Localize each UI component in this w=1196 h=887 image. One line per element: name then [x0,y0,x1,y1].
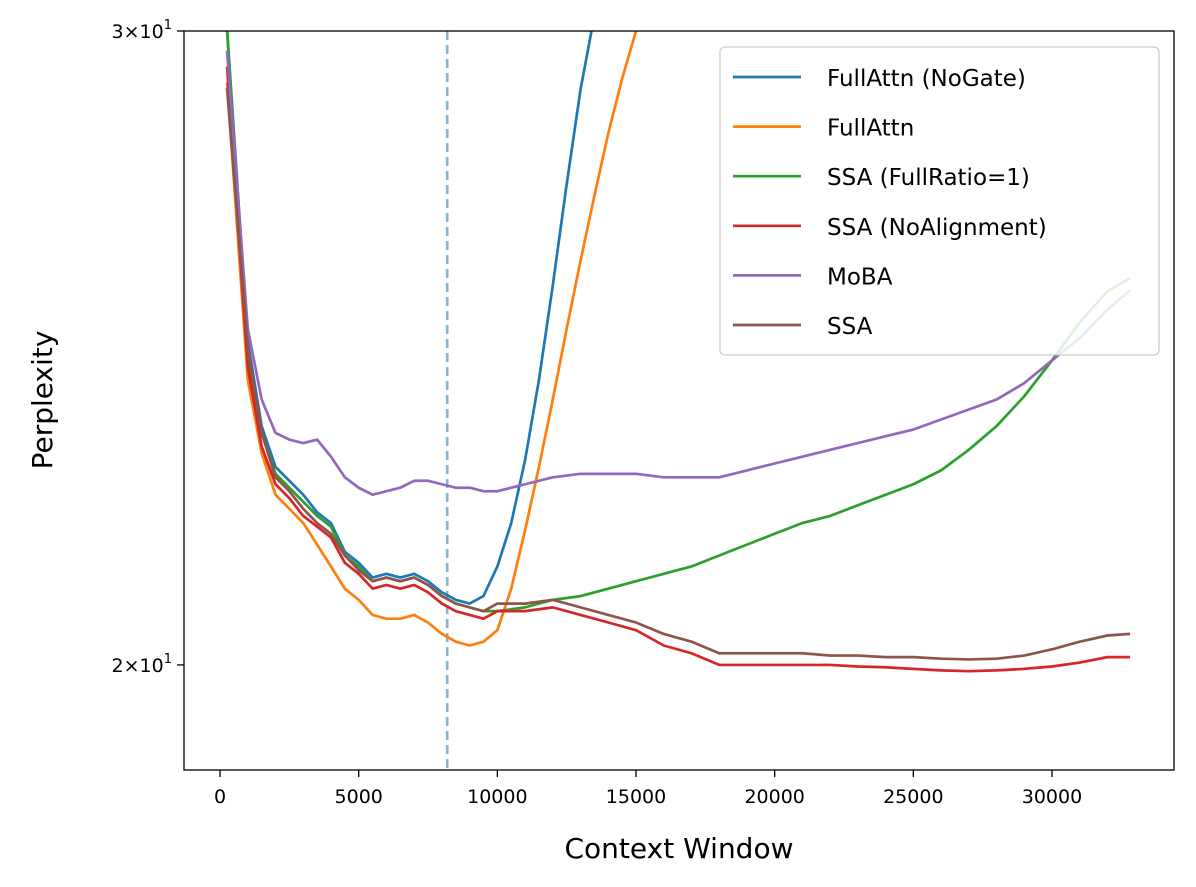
axes-frame [183,30,1175,771]
y-ticks: 2×101 3×101 [112,18,184,677]
x-tick-label: 20000 [744,786,804,808]
series-line-3 [225,66,1131,673]
legend-label-3: SSA (NoAlignment) [827,215,1047,241]
series-line-0 [225,31,593,605]
series-line-5 [225,87,1131,661]
x-tick-label: 0 [214,786,226,808]
y-axis-label: Perplexity [26,331,59,470]
x-tick-label: 5000 [335,786,383,808]
legend-label-0: FullAttn (NoGate) [827,66,1026,92]
series-lines [225,31,1131,673]
legend-label-5: SSA [827,314,873,340]
legend-label-4: MoBA [827,264,893,290]
x-tick-label: 10000 [467,786,527,808]
y-tick-label: 2×101 [112,652,172,677]
x-tick-label: 30000 [1022,786,1082,808]
x-ticks: 0 5000 10000 15000 20000 25000 30000 [214,770,1082,808]
x-axis-label: Context Window [565,832,794,865]
x-tick-label: 25000 [883,786,943,808]
legend-box [719,46,1160,356]
series-line-4 [225,50,1131,497]
legend-label-2: SSA (FullRatio=1) [827,165,1030,191]
x-tick-label: 15000 [606,786,666,808]
series-line-1 [225,31,638,647]
legend: FullAttn (NoGate) FullAttn SSA (FullRatio=… [719,46,1160,356]
y-tick-label: 3×101 [112,18,172,43]
legend-label-1: FullAttn [827,116,914,142]
